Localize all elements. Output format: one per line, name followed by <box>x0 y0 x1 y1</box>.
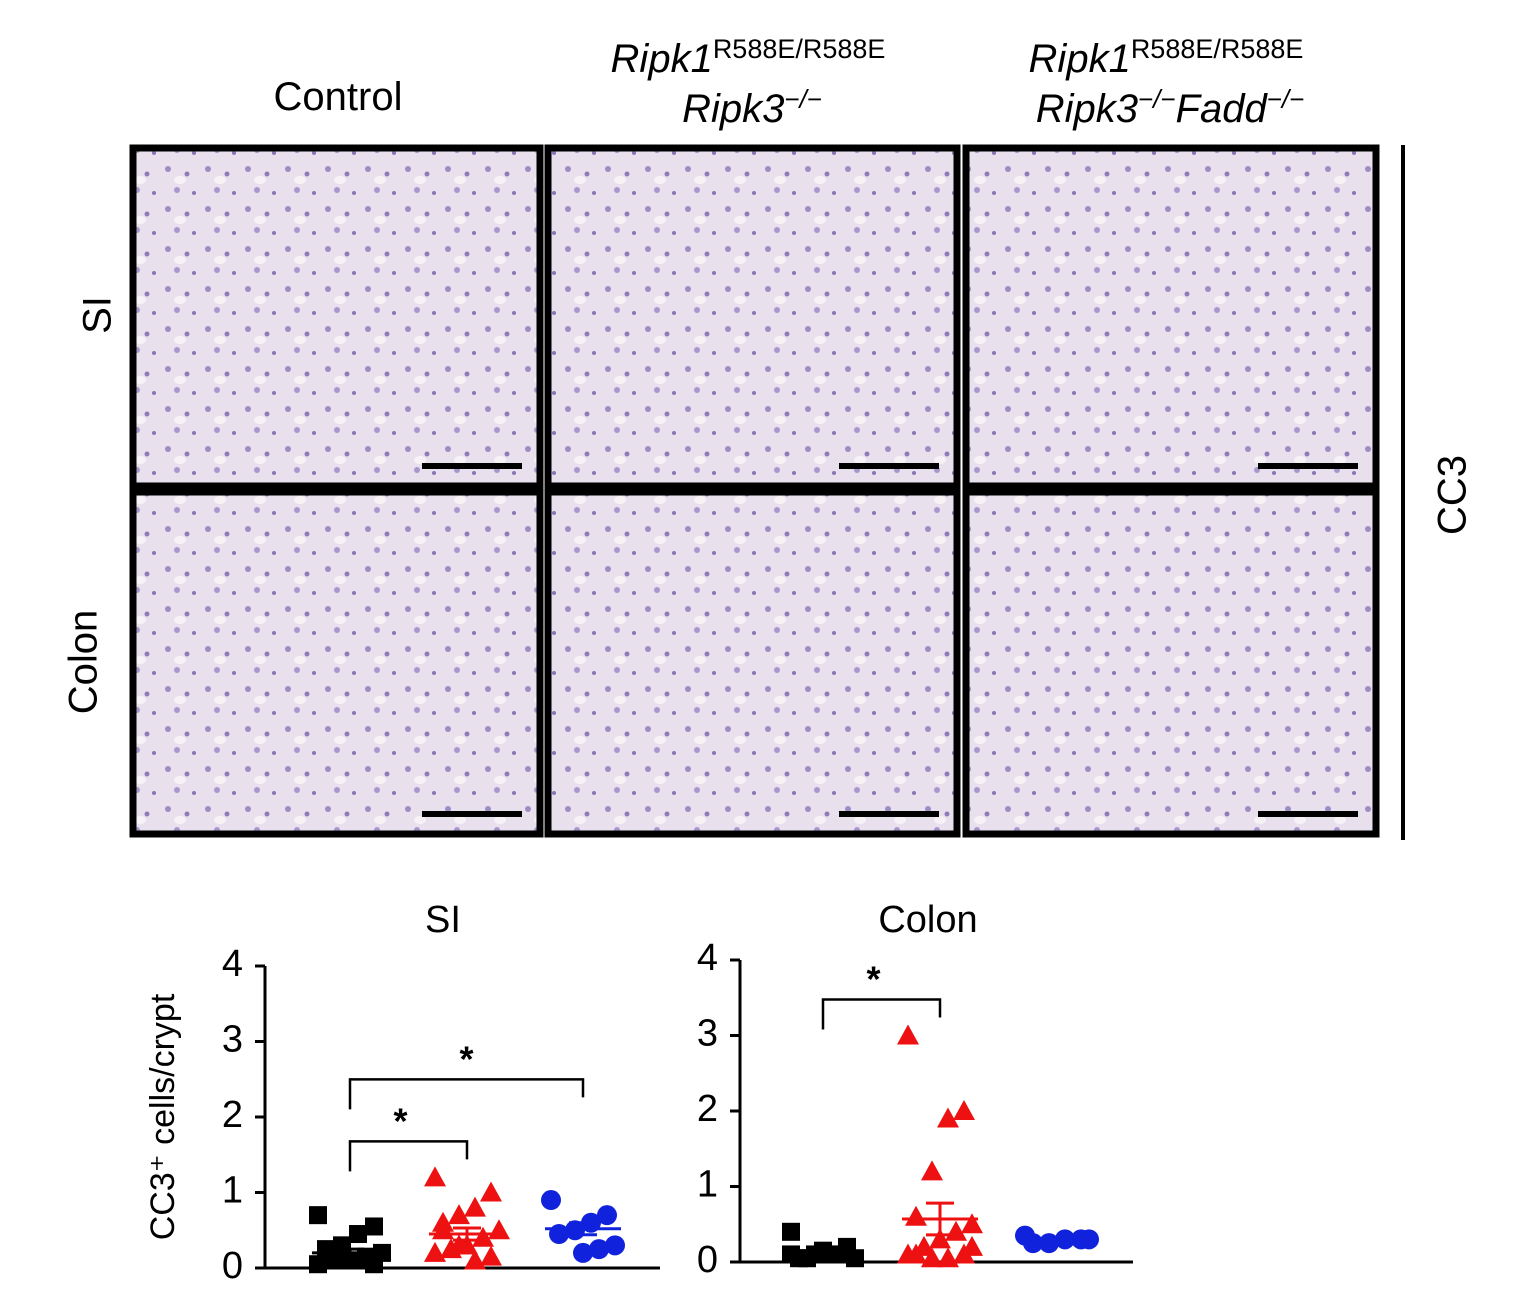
data-point <box>480 1181 502 1202</box>
data-point <box>464 1249 486 1270</box>
data-point <box>480 1245 502 1266</box>
data-point <box>309 1206 327 1225</box>
significance-bracket <box>821 998 942 1030</box>
histology-image <box>962 144 1380 490</box>
y-tick-label: 3 <box>222 1019 243 1061</box>
allele: R588E/R588E <box>713 34 886 64</box>
significance-bracket <box>348 1078 585 1110</box>
data-point <box>921 1160 943 1181</box>
data-point <box>472 1226 494 1247</box>
error-bar <box>1043 1237 1071 1244</box>
chart-title: Colon <box>878 899 977 941</box>
y-tick-label: 2 <box>222 1094 243 1136</box>
gene: Fadd <box>1176 87 1269 131</box>
histology-image <box>544 144 961 490</box>
row-label: SI <box>76 296 120 334</box>
data-point <box>448 1204 470 1225</box>
data-point <box>424 1241 446 1262</box>
data-point <box>541 1190 561 1211</box>
data-point <box>605 1235 625 1256</box>
data-point <box>937 1247 959 1268</box>
y-tick-label: 0 <box>222 1245 243 1287</box>
histology-image <box>129 144 544 490</box>
data-point <box>953 1100 975 1120</box>
data-point <box>905 1205 927 1226</box>
data-point <box>549 1224 569 1245</box>
data-point <box>921 1247 943 1268</box>
error-bar <box>926 1201 954 1237</box>
significance-bracket <box>348 1140 469 1172</box>
gene: Ripk3 <box>1036 87 1138 131</box>
data-point <box>905 1243 927 1264</box>
row-label: Colon <box>62 610 106 715</box>
data-point <box>961 1235 983 1256</box>
data-point <box>929 1228 951 1249</box>
error-bar <box>453 1226 481 1242</box>
data-point <box>424 1166 446 1187</box>
y-tick-label: 1 <box>697 1164 718 1206</box>
allele: R588E/R588E <box>1131 34 1304 64</box>
y-tick-label: 0 <box>697 1239 718 1281</box>
significance-label: * <box>459 1038 473 1079</box>
data-point <box>464 1196 486 1217</box>
data-point <box>961 1213 983 1234</box>
allele: −/− <box>1138 84 1176 114</box>
y-axis-label: CC3⁺ cells/crypt <box>144 993 182 1240</box>
stain-label: CC3 <box>1431 455 1475 535</box>
error-bar <box>336 1247 364 1259</box>
y-tick-label: 4 <box>697 937 718 979</box>
histology-image <box>544 488 961 838</box>
significance-label: * <box>393 1100 407 1141</box>
histology-image <box>962 488 1380 838</box>
data-point <box>937 1107 959 1128</box>
data-point <box>897 1024 919 1045</box>
error-bar <box>569 1221 597 1237</box>
column-header: Ripk3−/− <box>682 84 822 131</box>
data-point <box>349 1225 367 1244</box>
significance-label: * <box>866 959 880 1000</box>
data-point <box>1079 1229 1099 1250</box>
data-point <box>597 1205 617 1226</box>
data-point <box>846 1249 864 1268</box>
chart-title: SI <box>425 899 461 941</box>
data-point <box>317 1247 335 1266</box>
y-tick-label: 4 <box>222 943 243 985</box>
y-tick-label: 3 <box>697 1013 718 1055</box>
column-header: Ripk1R588E/R588E <box>611 34 886 81</box>
error-bar <box>809 1250 837 1259</box>
allele: −/− <box>784 84 822 114</box>
allele: −/− <box>1267 84 1305 114</box>
y-tick-label: 2 <box>697 1088 718 1130</box>
data-point <box>488 1219 510 1240</box>
column-header: Control <box>274 75 403 119</box>
data-point <box>365 1217 383 1236</box>
y-tick-label: 1 <box>222 1170 243 1212</box>
data-point <box>589 1239 609 1260</box>
data-point <box>573 1242 593 1263</box>
histology-image <box>129 488 544 838</box>
gene: Ripk3 <box>682 87 784 131</box>
column-header: Ripk1R588E/R588E <box>1029 34 1304 81</box>
column-header: Ripk3−/−Fadd−/− <box>1036 84 1305 131</box>
data-point <box>1023 1233 1043 1254</box>
data-point <box>782 1222 800 1241</box>
image-panels <box>129 144 1380 838</box>
gene: Ripk1 <box>611 37 713 81</box>
gene: Ripk1 <box>1029 37 1131 81</box>
data-point <box>365 1255 383 1274</box>
data-point <box>448 1234 470 1255</box>
